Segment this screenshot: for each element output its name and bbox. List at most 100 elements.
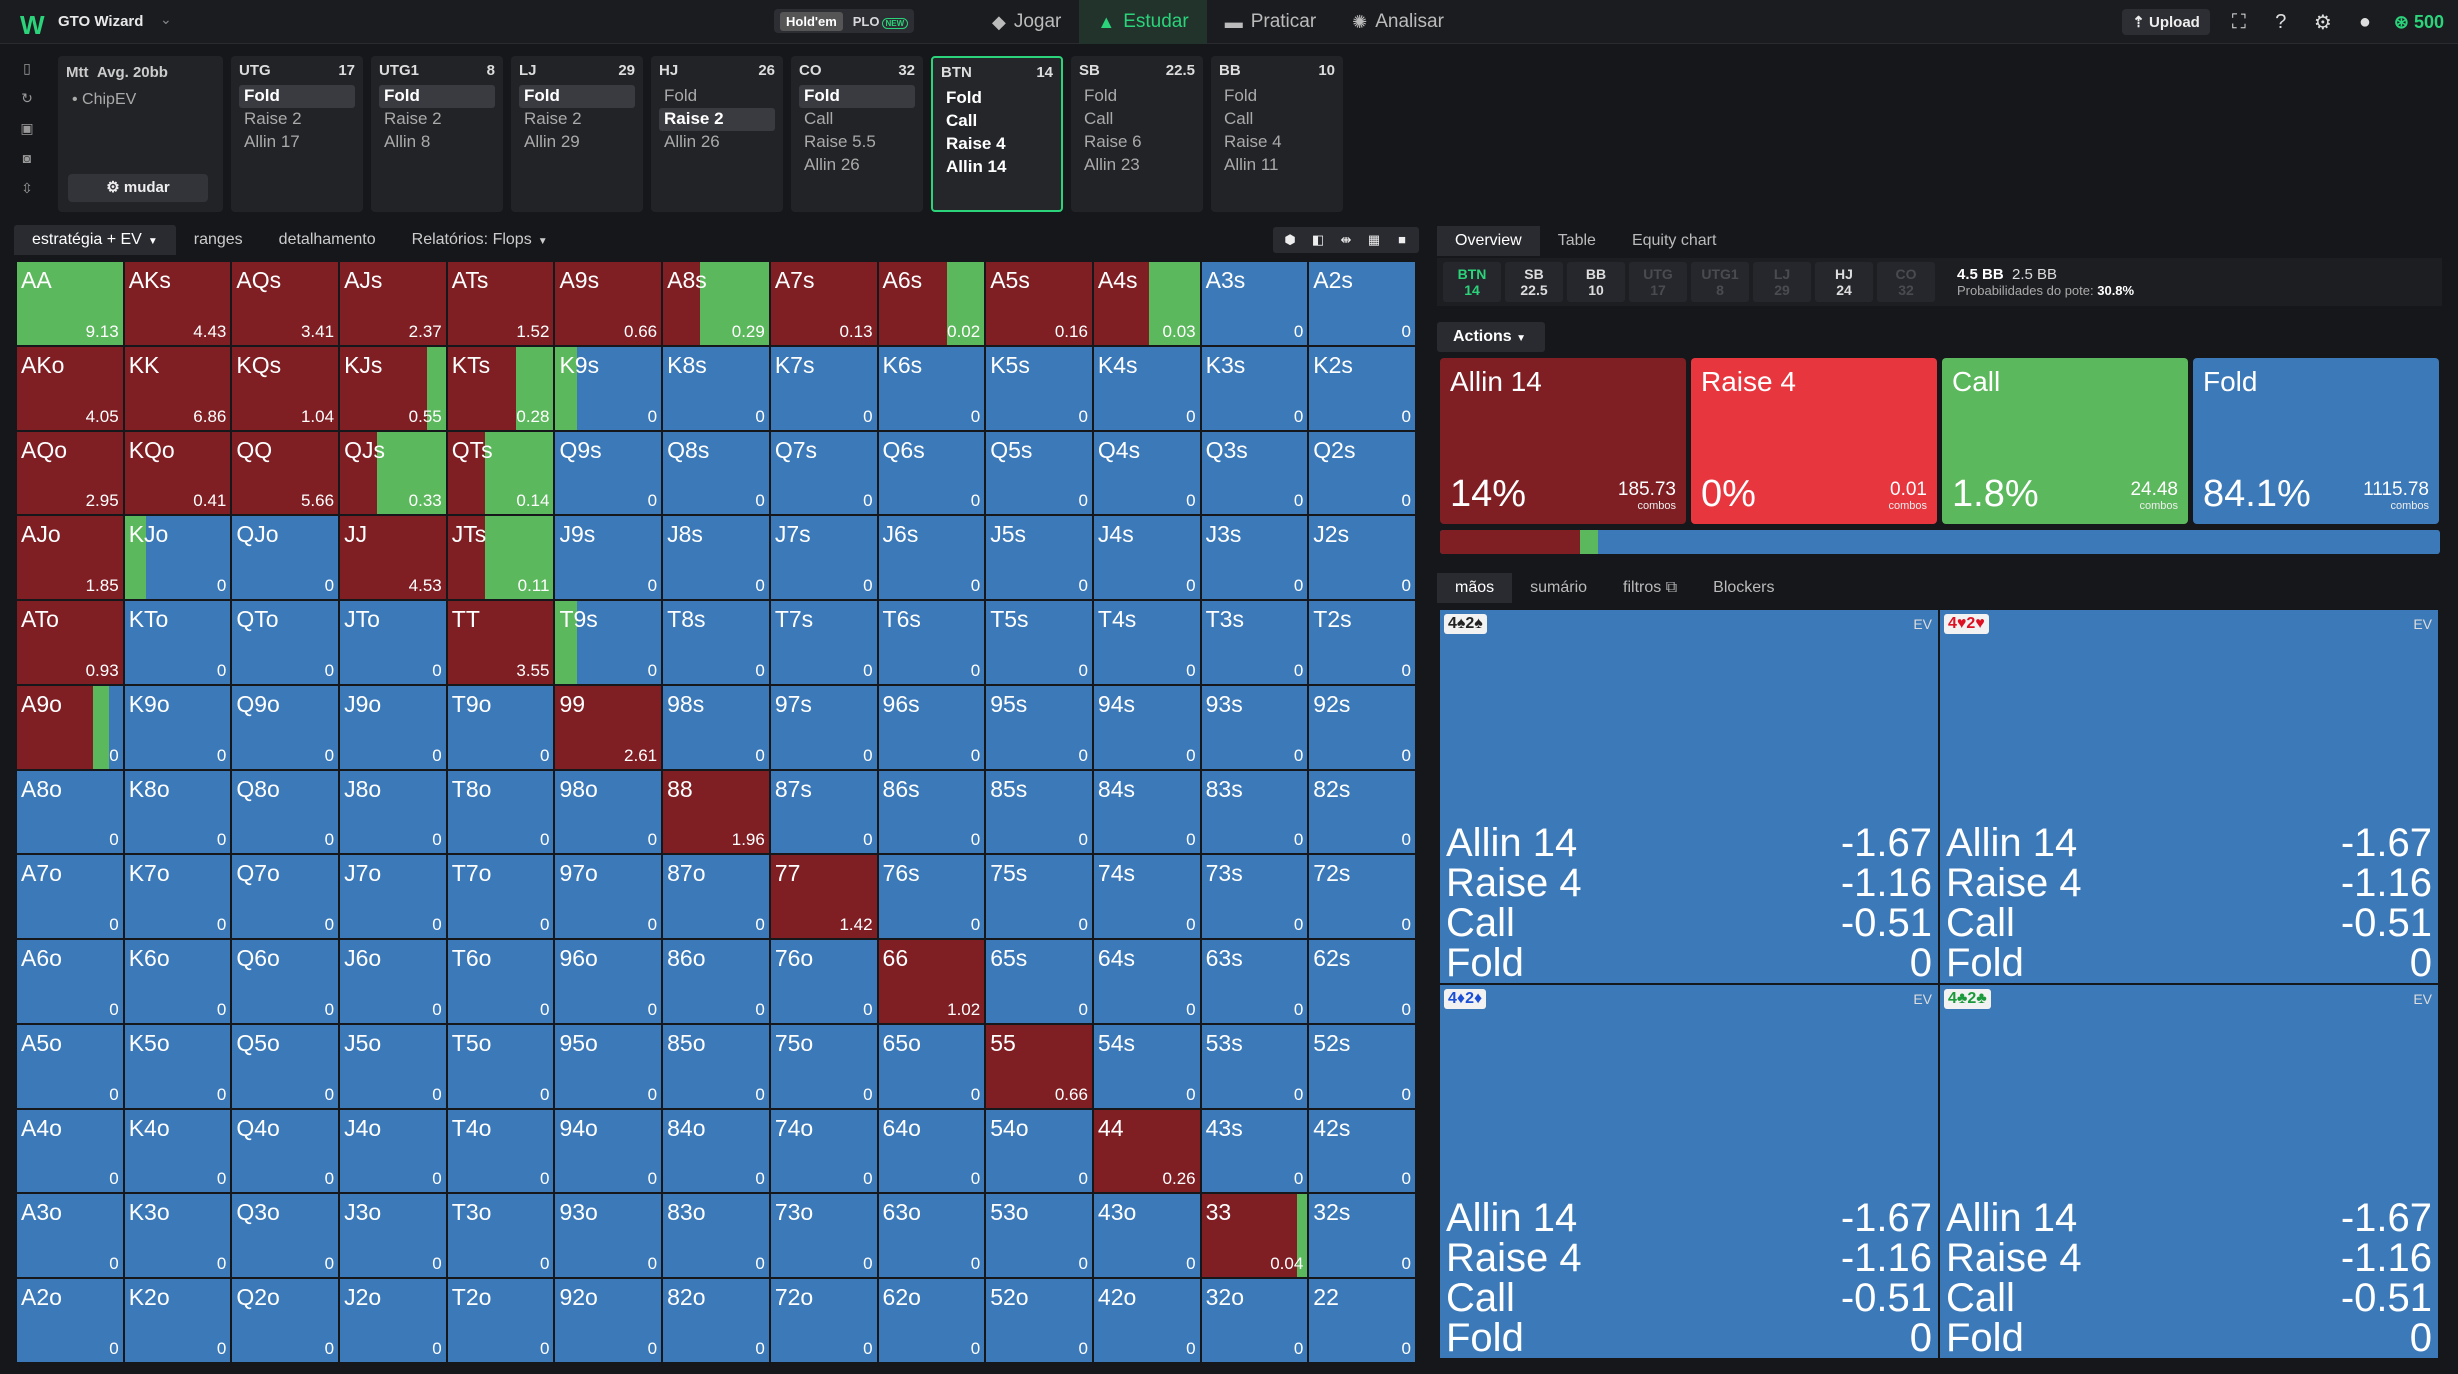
hand-cell[interactable]: 76o 0 [770, 940, 877, 1023]
position-action[interactable]: Allin 29 [524, 132, 580, 151]
hand-cell[interactable]: J7s 0 [770, 516, 877, 600]
hand-cell[interactable]: J2s 0 [1309, 516, 1415, 600]
position-action[interactable]: Raise 4 [1224, 132, 1282, 151]
hand-cell[interactable]: Q8s 0 [663, 431, 769, 515]
hand-cell[interactable]: A2o 0 [17, 1279, 123, 1362]
upload-button[interactable]: ⇡ Upload [2122, 9, 2210, 35]
hand-cell[interactable]: 44 0.26 [1093, 1109, 1200, 1193]
tab-blockers[interactable]: Blockers [1713, 579, 1775, 596]
hand-cell[interactable]: T3o 0 [447, 1194, 554, 1278]
position-action[interactable]: Fold [946, 88, 982, 107]
hand-cell[interactable]: A6o 0 [17, 940, 123, 1023]
position-action[interactable]: Fold [519, 85, 635, 108]
hand-cell[interactable]: T2s 0 [1309, 601, 1415, 684]
hand-cell[interactable]: AJo 1.85 [17, 516, 123, 600]
hand-cell[interactable]: J6s 0 [878, 516, 985, 600]
hand-cell[interactable]: 92o 0 [555, 1279, 662, 1362]
hand-cell[interactable]: 62s 0 [1309, 940, 1415, 1023]
position-action[interactable]: Raise 2 [524, 109, 582, 128]
hand-cell[interactable]: 93o 0 [555, 1194, 662, 1278]
square-icon[interactable]: ■ [1398, 232, 1406, 247]
hand-cell[interactable]: Q4o 0 [232, 1109, 339, 1193]
position-chip[interactable]: UTG1 8 [1691, 262, 1749, 302]
position-action[interactable]: Call [1224, 109, 1254, 128]
hand-cell[interactable]: 98s 0 [663, 685, 769, 769]
hand-cell[interactable]: J3o 0 [340, 1194, 446, 1278]
nav-analisar[interactable]: ✺ Analisar [1334, 0, 1462, 44]
position-chip[interactable]: HJ 24 [1815, 262, 1873, 302]
hand-cell[interactable]: Q8o 0 [232, 770, 339, 854]
hand-cell[interactable]: J3s 0 [1201, 516, 1308, 600]
hand-cell[interactable]: T8s 0 [663, 601, 769, 684]
hand-combo-panel[interactable]: 4♠2♠ EV Allin 14 -1.67 Raise 4 -1.16 Call -0.51… [1440, 610, 1938, 983]
gear-icon[interactable]: ⚙ [2313, 11, 2332, 34]
hand-cell[interactable]: K4s 0 [1093, 346, 1200, 430]
hand-cell[interactable]: A5s 0.16 [986, 262, 1092, 345]
position-action[interactable]: Fold [1084, 86, 1118, 105]
hand-cell[interactable]: AA 9.13 [17, 262, 123, 345]
hand-cell[interactable]: 82o 0 [663, 1279, 769, 1362]
hand-cell[interactable]: 32s 0 [1309, 1194, 1415, 1278]
hand-cell[interactable]: T2o 0 [447, 1279, 554, 1362]
reset-icon[interactable]: ↻ [21, 90, 33, 106]
position-card-utg1[interactable]: UTG1 8 Fold Raise 2 Allin 8 [371, 56, 503, 212]
tab-reports[interactable]: Relatórios: Flops ▼ [394, 225, 566, 255]
cube-icon[interactable]: ⬢ [1284, 232, 1296, 247]
tab-filters[interactable]: filtros ⧉ [1605, 573, 1695, 603]
hand-cell[interactable]: 96s 0 [878, 685, 985, 769]
position-action[interactable]: Raise 6 [1084, 132, 1142, 151]
hand-cell[interactable]: K8o 0 [124, 770, 231, 854]
user-icon[interactable]: ● [2358, 10, 2371, 33]
hand-cell[interactable]: Q6s 0 [878, 431, 985, 515]
hand-cell[interactable]: K5s 0 [986, 346, 1092, 430]
hand-cell[interactable]: 85s 0 [986, 770, 1092, 854]
hand-cell[interactable]: K5o 0 [124, 1024, 231, 1108]
hand-cell[interactable]: T6s 0 [878, 601, 985, 684]
hand-cell[interactable]: 75s 0 [986, 855, 1092, 939]
compress-icon[interactable]: ⇼ [1340, 232, 1352, 247]
position-action[interactable]: Fold [1224, 86, 1258, 105]
hand-cell[interactable]: T4s 0 [1093, 601, 1200, 684]
hand-cell[interactable]: JTo 0 [340, 601, 446, 684]
hand-cell[interactable]: 54o 0 [986, 1109, 1092, 1193]
save-icon[interactable]: ▣ [20, 120, 34, 136]
tab-equity-chart[interactable]: Equity chart [1631, 232, 1717, 249]
hand-cell[interactable]: K2o 0 [124, 1279, 231, 1362]
hand-cell[interactable]: 82s 0 [1309, 770, 1415, 854]
hand-combo-panel[interactable]: 4♦2♦ EV Allin 14 -1.67 Raise 4 -1.16 Call -0.51… [1440, 985, 1938, 1358]
hand-cell[interactable]: 95s 0 [986, 685, 1092, 769]
hand-cell[interactable]: K6s 0 [878, 346, 985, 430]
tab-ranges[interactable]: ranges [193, 231, 243, 248]
hand-cell[interactable]: 64s 0 [1093, 940, 1200, 1023]
position-action[interactable]: Fold [664, 86, 698, 105]
hand-cell[interactable]: KK 6.86 [124, 346, 231, 430]
hand-cell[interactable]: 52s 0 [1309, 1024, 1415, 1108]
hand-cell[interactable]: AQs 3.41 [232, 262, 339, 345]
nav-jogar[interactable]: ◆ Jogar [974, 0, 1079, 44]
hand-cell[interactable]: TT 3.55 [447, 601, 554, 684]
hand-cell[interactable]: 97o 0 [555, 855, 662, 939]
hand-cell[interactable]: A4o 0 [17, 1109, 123, 1193]
hand-cell[interactable]: K7s 0 [770, 346, 877, 430]
hand-cell[interactable]: K7o 0 [124, 855, 231, 939]
position-card-utg[interactable]: UTG 17 Fold Raise 2 Allin 17 [231, 56, 363, 212]
hand-cell[interactable]: Q5s 0 [986, 431, 1092, 515]
hand-cell[interactable]: 63s 0 [1201, 940, 1308, 1023]
hand-cell[interactable]: K9o 0 [124, 685, 231, 769]
tab-breakdown[interactable]: detalhamento [278, 231, 376, 248]
hand-cell[interactable]: 87s 0 [770, 770, 877, 854]
tab-summary[interactable]: sumário [1530, 579, 1588, 596]
hand-cell[interactable]: 92s 0 [1309, 685, 1415, 769]
nav-praticar[interactable]: ▬ Praticar [1207, 0, 1334, 44]
position-chip[interactable]: UTG 17 [1629, 262, 1687, 302]
position-action[interactable]: Fold [239, 85, 355, 108]
hand-cell[interactable]: Q5o 0 [232, 1024, 339, 1108]
position-action[interactable]: Fold [799, 85, 915, 108]
bookmark-icon[interactable]: ▯ [23, 60, 31, 76]
hand-cell[interactable]: 73o 0 [770, 1194, 877, 1278]
gamepad-icon[interactable]: ◙ [22, 150, 32, 166]
hand-cell[interactable]: 86o 0 [663, 940, 769, 1023]
hand-cell[interactable]: T8o 0 [447, 770, 554, 854]
position-action[interactable]: Raise 2 [244, 109, 302, 128]
hand-cell[interactable]: K3o 0 [124, 1194, 231, 1278]
